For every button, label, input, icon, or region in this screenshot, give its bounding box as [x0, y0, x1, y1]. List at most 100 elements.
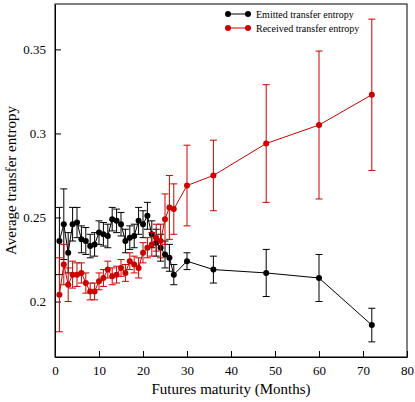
- error-bar-cap: [316, 198, 323, 199]
- error-bar-cap: [148, 256, 155, 257]
- error-bar: [82, 228, 89, 255]
- error-bar-cap: [140, 262, 147, 263]
- x-tick: 80: [401, 351, 414, 378]
- error-bar-cap: [170, 264, 177, 265]
- y-tick-label: 0.3: [30, 126, 46, 141]
- x-tick: 50: [269, 351, 282, 378]
- legend-label: Emitted transfer entropy: [256, 9, 354, 20]
- error-bar-cap: [109, 284, 116, 285]
- error-bar-cap: [74, 286, 81, 287]
- error-bar: [170, 184, 177, 234]
- x-tick: 30: [181, 351, 194, 378]
- x-tick: 10: [93, 351, 106, 378]
- error-bar: [184, 253, 191, 270]
- error-bar-cap: [368, 308, 375, 309]
- x-tick-mark: [231, 351, 232, 357]
- error-bar-cap: [166, 175, 173, 176]
- y-tick-mark: [55, 217, 61, 218]
- y-tick: 0.2: [30, 294, 61, 309]
- error-bar: [170, 265, 177, 285]
- error-bar-cap: [148, 220, 155, 221]
- data-point: [78, 270, 84, 276]
- error-bar-cap: [144, 257, 151, 258]
- error-bar: [368, 308, 375, 342]
- data-point: [184, 183, 190, 189]
- error-bar-cap: [69, 241, 76, 242]
- error-bar-cap: [144, 237, 151, 238]
- error-bar: [135, 258, 142, 278]
- error-bar-cap: [144, 202, 151, 203]
- data-point: [210, 267, 216, 273]
- data-point: [369, 92, 375, 98]
- legend-marker: [225, 25, 231, 31]
- error-bar-cap: [368, 19, 375, 20]
- error-bar-cap: [135, 257, 142, 258]
- x-tick: 20: [137, 351, 150, 378]
- error-bar-cap: [100, 286, 107, 287]
- error-bar: [368, 19, 375, 170]
- data-point: [316, 122, 322, 128]
- y-tick: 0.35: [23, 42, 61, 57]
- error-bar: [263, 249, 270, 296]
- error-bar-cap: [184, 269, 191, 270]
- error-bar-cap: [122, 281, 129, 282]
- error-bar-cap: [148, 232, 155, 233]
- error-bar-cap: [118, 235, 125, 236]
- error-bar-cap: [316, 301, 323, 302]
- legend-marker: [225, 11, 231, 17]
- error-bar-cap: [210, 210, 217, 211]
- data-point: [65, 282, 71, 288]
- x-tick-label: 20: [137, 363, 150, 378]
- data-point: [162, 216, 168, 222]
- x-tick-mark: [363, 351, 364, 357]
- error-bar-cap: [162, 244, 169, 245]
- x-axis-line: [56, 357, 408, 358]
- error-bar-cap: [56, 207, 63, 208]
- series-line: [59, 95, 371, 295]
- error-bar-cap: [316, 51, 323, 52]
- error-bar-cap: [78, 252, 85, 253]
- error-bar-cap: [109, 207, 116, 208]
- legend-marker: [245, 25, 251, 31]
- data-point: [100, 275, 106, 281]
- data-point: [136, 265, 142, 271]
- data-point: [131, 233, 137, 239]
- error-bar-cap: [122, 229, 129, 230]
- error-bar-cap: [60, 188, 67, 189]
- error-bar-cap: [113, 209, 120, 210]
- error-bar-cap: [184, 252, 191, 253]
- x-tick-label: 50: [269, 363, 282, 378]
- error-bar-cap: [56, 257, 63, 258]
- error-bar-cap: [104, 261, 111, 262]
- data-point: [158, 238, 164, 244]
- error-bar-cap: [69, 261, 76, 262]
- data-point: [171, 206, 177, 212]
- error-bar-cap: [210, 283, 217, 284]
- y-tick-label: 0.35: [23, 42, 46, 57]
- legend: Emitted transfer entropyReceived transfe…: [225, 9, 359, 34]
- error-bar: [91, 283, 98, 300]
- data-point: [210, 172, 216, 178]
- error-bar-cap: [96, 220, 103, 221]
- y-tick-mark: [55, 133, 61, 134]
- error-bar-cap: [210, 140, 217, 141]
- data-point: [140, 221, 146, 227]
- error-bar-cap: [87, 257, 94, 258]
- error-bar: [126, 253, 133, 270]
- data-point: [140, 250, 146, 256]
- error-bar-cap: [210, 256, 217, 257]
- series: [56, 19, 375, 332]
- y-axis: 0.20.250.30.35: [23, 5, 61, 358]
- x-tick-label: 10: [93, 363, 106, 378]
- data-point: [144, 213, 150, 219]
- data-point: [105, 267, 111, 273]
- error-bar: [210, 140, 217, 211]
- error-bar: [316, 51, 323, 199]
- error-bar-cap: [65, 267, 72, 268]
- error-bar-cap: [82, 254, 89, 255]
- x-axis: 01020304050607080: [52, 351, 414, 378]
- data-point: [149, 241, 155, 247]
- error-bar-cap: [87, 234, 94, 235]
- error-bar-cap: [91, 299, 98, 300]
- data-point: [61, 262, 67, 268]
